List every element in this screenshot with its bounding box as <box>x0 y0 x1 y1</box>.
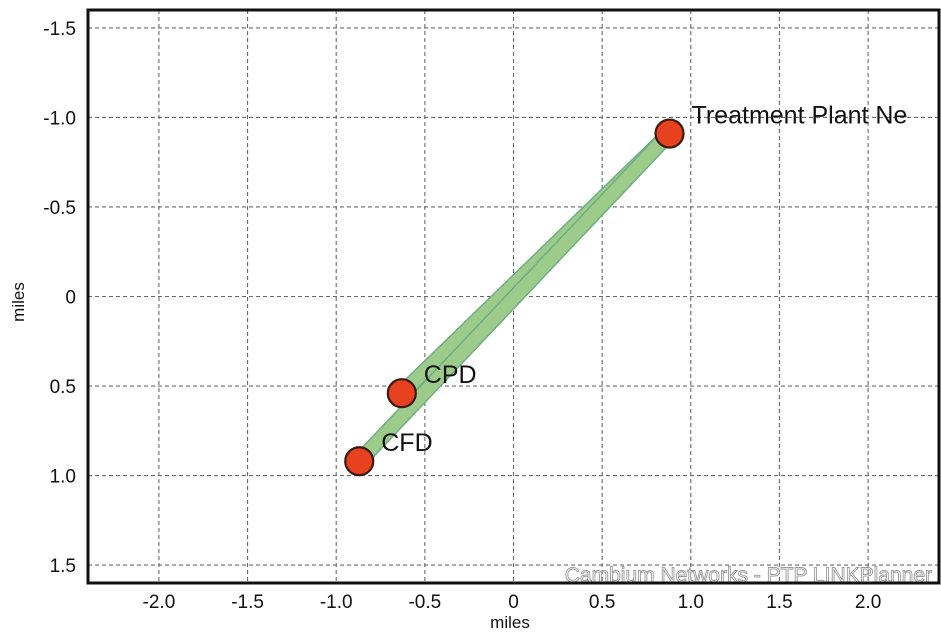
site-point <box>654 118 685 149</box>
site-point <box>344 446 375 477</box>
x-tick-label: -1.5 <box>231 592 264 613</box>
y-tick-label: 1.5 <box>50 556 76 577</box>
x-tick-label: 0.5 <box>589 592 615 613</box>
grid-lines <box>88 10 939 583</box>
y-tick-label: 0.5 <box>50 377 76 398</box>
site-label: Treatment Plant Ne <box>692 102 908 130</box>
x-tick-label: -1.0 <box>320 592 353 613</box>
site-label: CPD <box>424 361 477 389</box>
site-points <box>344 118 685 477</box>
y-tick-labels: -1.5 -1.0 -0.5 0 0.5 1.0 1.5 <box>43 19 76 577</box>
link-line <box>354 129 675 466</box>
y-tick-label: -0.5 <box>43 198 76 219</box>
y-tick-label: 0 <box>65 288 76 309</box>
site-label: CFD <box>381 429 432 457</box>
link-lines <box>353 127 676 467</box>
watermark-text: Cambium Networks - PTP LINKPlanner <box>565 564 932 587</box>
x-axis-title: miles <box>490 613 530 632</box>
x-tick-label: 1.5 <box>766 592 792 613</box>
site-labels: Treatment Plant Ne CPD CFD <box>381 102 907 458</box>
y-axis-title: miles <box>9 282 28 322</box>
y-tick-label: -1.0 <box>43 108 76 129</box>
x-tick-label: 1.0 <box>678 592 704 613</box>
x-tick-label: 0 <box>508 592 519 613</box>
x-tick-label: -2.0 <box>143 592 176 613</box>
x-tick-label: -0.5 <box>408 592 441 613</box>
x-tick-label: 2.0 <box>855 592 881 613</box>
y-tick-label: -1.5 <box>43 19 76 40</box>
y-tick-label: 1.0 <box>50 467 76 488</box>
site-point <box>386 378 417 409</box>
x-tick-labels: -2.0 -1.5 -1.0 -0.5 0 0.5 1.0 1.5 2.0 <box>143 592 882 613</box>
plot-frame <box>86 8 941 585</box>
